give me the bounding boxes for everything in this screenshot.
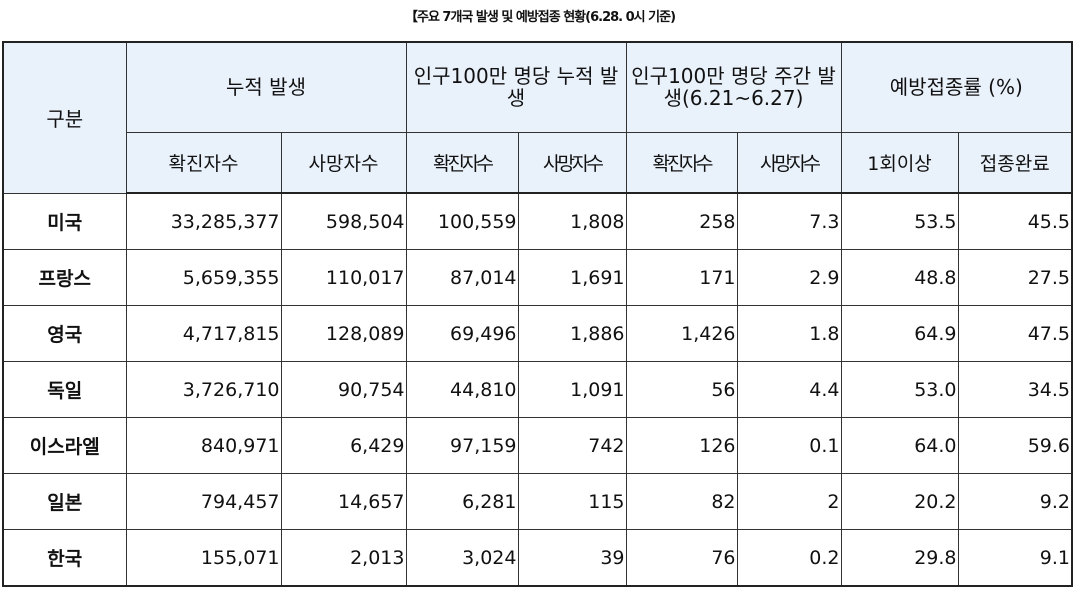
cell-value: 2,013 (280, 529, 407, 587)
cell-value: 2.9 (736, 249, 842, 306)
cell-value: 7.3 (736, 192, 842, 250)
cell-value: 48.8 (840, 249, 959, 306)
cell-value: 53.5 (840, 192, 959, 250)
cell-value: 6,281 (405, 473, 519, 530)
table-row: 한국 155,071 2,013 3,024 39 76 0.2 29.8 9.… (2, 529, 1073, 587)
table-row: 프랑스 5,659,355 110,017 87,014 1,691 171 2… (2, 249, 1073, 306)
table-row: 영국 4,717,815 128,089 69,496 1,886 1,426 … (2, 305, 1073, 362)
country-name: 미국 (2, 192, 127, 250)
cell-value: 76 (625, 529, 738, 587)
cell-value: 1,691 (517, 249, 627, 306)
header-sub-deaths: 사망자수 (280, 131, 407, 194)
cell-value: 1,426 (625, 305, 738, 362)
cell-value: 258 (625, 192, 738, 250)
cell-value: 34.5 (957, 361, 1073, 418)
cell-value: 69,496 (405, 305, 519, 362)
cell-value: 1,091 (517, 361, 627, 418)
cell-value: 64.9 (840, 305, 959, 362)
cell-value: 64.0 (840, 417, 959, 474)
cell-value: 598,504 (280, 192, 407, 250)
header-group-per-million-cumulative: 인구100만 명당 누적 발생 (405, 41, 627, 133)
cell-value: 0.2 (736, 529, 842, 587)
cell-value: 5,659,355 (125, 249, 282, 306)
cell-value: 59.6 (957, 417, 1073, 474)
cell-value: 171 (625, 249, 738, 306)
cell-value: 33,285,377 (125, 192, 282, 250)
cell-value: 126 (625, 417, 738, 474)
cell-value: 97,159 (405, 417, 519, 474)
table-row: 미국 33,285,377 598,504 100,559 1,808 258 … (2, 192, 1073, 250)
cell-value: 53.0 (840, 361, 959, 418)
cell-value: 840,971 (125, 417, 282, 474)
table-row: 이스라엘 840,971 6,429 97,159 742 126 0.1 64… (2, 417, 1073, 474)
cell-value: 794,457 (125, 473, 282, 530)
cell-value: 82 (625, 473, 738, 530)
header-group-per-million-weekly: 인구100만 명당 주간 발생(6.21~6.27) (625, 41, 842, 133)
cell-value: 9.1 (957, 529, 1073, 587)
country-name: 이스라엘 (2, 417, 127, 474)
cell-value: 4.4 (736, 361, 842, 418)
country-name: 독일 (2, 361, 127, 418)
table-title: 【주요 7개국 발생 및 예방접종 현황(6.28. 0시 기준) (404, 10, 676, 25)
cell-value: 110,017 (280, 249, 407, 306)
cell-value: 1.8 (736, 305, 842, 362)
cell-value: 39 (517, 529, 627, 587)
header-sub-deaths: 사망자수 (736, 131, 842, 194)
cell-value: 2 (736, 473, 842, 530)
cell-value: 155,071 (125, 529, 282, 587)
header-sub-confirmed: 확진자수 (625, 131, 738, 194)
country-name: 한국 (2, 529, 127, 587)
cell-value: 115 (517, 473, 627, 530)
country-name: 영국 (2, 305, 127, 362)
table-row: 일본 794,457 14,657 6,281 115 82 2 20.2 9.… (2, 473, 1073, 530)
cell-value: 20.2 (840, 473, 959, 530)
cell-value: 44,810 (405, 361, 519, 418)
cell-value: 128,089 (280, 305, 407, 362)
cell-value: 56 (625, 361, 738, 418)
covid-status-table: 구분 누적 발생 인구100만 명당 누적 발생 인구100만 명당 주간 발생… (2, 41, 1074, 587)
cell-value: 3,024 (405, 529, 519, 587)
header-group-cumulative: 누적 발생 (125, 41, 407, 133)
cell-value: 45.5 (957, 192, 1073, 250)
cell-value: 3,726,710 (125, 361, 282, 418)
cell-value: 1,808 (517, 192, 627, 250)
header-sub-fully-vaccinated: 접종완료 (957, 131, 1073, 194)
cell-value: 4,717,815 (125, 305, 282, 362)
cell-value: 742 (517, 417, 627, 474)
header-group-vaccination-rate: 예방접종률 (%) (840, 41, 1073, 133)
cell-value: 14,657 (280, 473, 407, 530)
table-row: 독일 3,726,710 90,754 44,810 1,091 56 4.4 … (2, 361, 1073, 418)
country-name: 일본 (2, 473, 127, 530)
header-row-groups: 구분 누적 발생 인구100만 명당 누적 발생 인구100만 명당 주간 발생… (2, 41, 1073, 194)
cell-value: 29.8 (840, 529, 959, 587)
cell-value: 1,886 (517, 305, 627, 362)
cell-value: 0.1 (736, 417, 842, 474)
cell-value: 87,014 (405, 249, 519, 306)
country-name: 프랑스 (2, 249, 127, 306)
cell-value: 6,429 (280, 417, 407, 474)
header-gubun: 구분 (2, 41, 127, 194)
cell-value: 100,559 (405, 192, 519, 250)
header-sub-deaths: 사망자수 (517, 131, 627, 194)
header-sub-confirmed: 확진자수 (125, 131, 282, 194)
header-sub-confirmed: 확진자수 (405, 131, 519, 194)
header-sub-one-dose: 1회이상 (840, 131, 959, 194)
cell-value: 47.5 (957, 305, 1073, 362)
cell-value: 27.5 (957, 249, 1073, 306)
cell-value: 9.2 (957, 473, 1073, 530)
cell-value: 90,754 (280, 361, 407, 418)
header-row-subs: 확진자수 사망자수 확진자수 사망자수 확진자수 사망자수 1회이상 접종완료 (3, 131, 1073, 194)
